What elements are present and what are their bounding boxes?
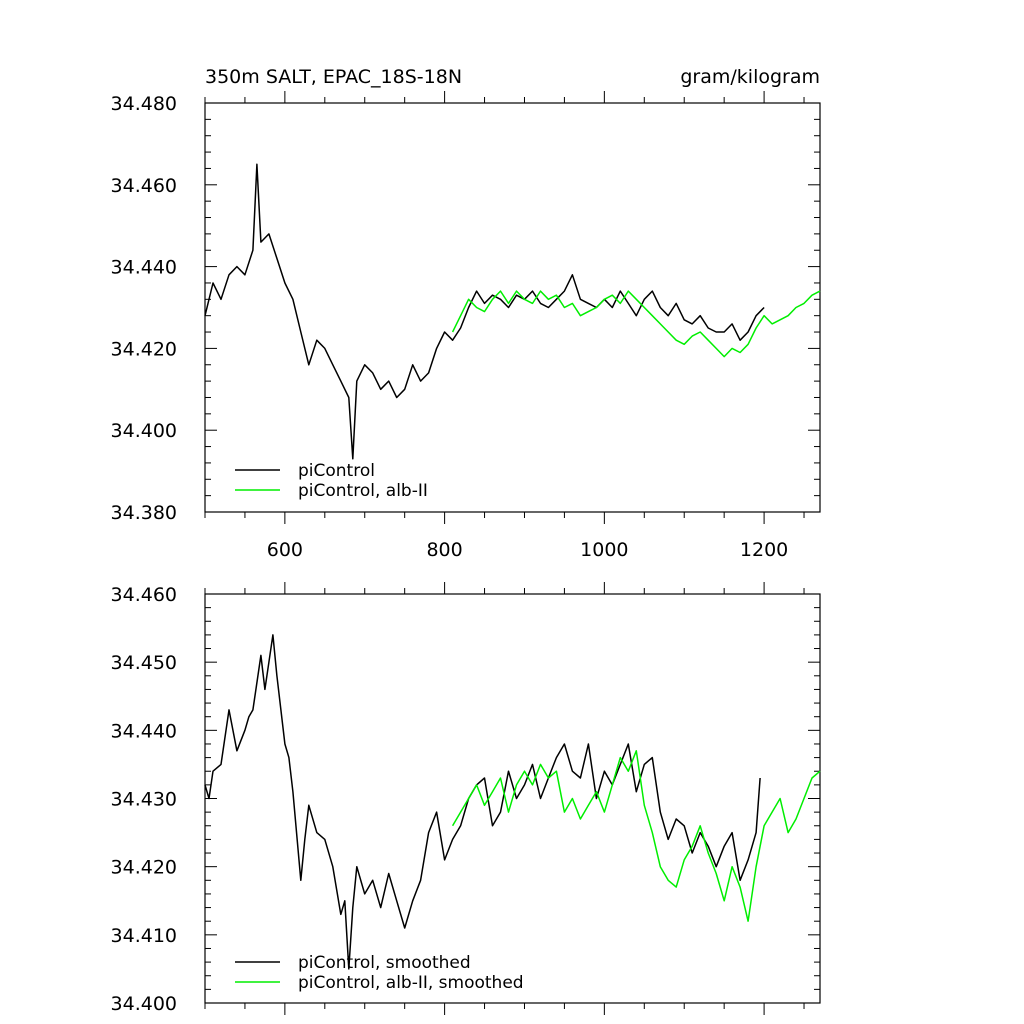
bottom-chart-legend: piControl, smoothed piControl, alb-II, s…: [235, 953, 524, 993]
top-ytick-label: 34.420: [111, 338, 177, 360]
top-ytick-label: 34.440: [111, 257, 177, 279]
top-xtick-label: 800: [426, 539, 462, 561]
top-xtick-label: 1200: [740, 539, 788, 561]
top-xtick-label: 600: [267, 539, 303, 561]
top-ytick-label: 34.400: [111, 420, 177, 442]
top-series-picontrol-alb-ii: [451, 290, 821, 358]
legend-label-picontrol-alb-ii: piControl, alb-II: [298, 481, 428, 501]
top-ytick-label: 34.460: [111, 175, 177, 197]
bottom-ytick-label: 34.440: [111, 720, 177, 742]
top-chart-legend: piControl piControl, alb-II: [235, 461, 428, 501]
bottom-chart-series: [204, 634, 821, 970]
top-series-picontrol: [204, 163, 765, 460]
legend-label-picontrol-smoothed: piControl, smoothed: [298, 953, 471, 973]
bottom-chart: 34.400 34.410 34.420 34.430 34.440 34.450 34.4…: [111, 582, 821, 1015]
bottom-ytick-label: 34.460: [111, 584, 177, 606]
legend-label-picontrol: piControl: [298, 461, 375, 481]
bottom-chart-axes: 34.400 34.410 34.420 34.430 34.440 34.450 34.4…: [111, 582, 821, 1015]
top-ytick-label: 34.480: [111, 93, 177, 115]
top-chart: 350m SALT, EPAC_18S-18N gram/kilogram 34…: [111, 66, 821, 561]
bottom-ytick-label: 34.430: [111, 789, 177, 811]
top-plot-frame: [204, 102, 821, 513]
bottom-ytick-label: 34.420: [111, 857, 177, 879]
bottom-series-picontrol-alb-ii-smoothed: [451, 750, 821, 922]
top-chart-series: [204, 163, 821, 460]
top-chart-units: gram/kilogram: [680, 66, 820, 88]
bottom-series-picontrol-smoothed: [204, 634, 761, 970]
legend-label-picontrol-alb-ii-smoothed: piControl, alb-II, smoothed: [298, 973, 524, 993]
bottom-ytick-label: 34.450: [111, 652, 177, 674]
top-chart-axes: 34.380 34.400 34.420 34.440 34.460 34.480 600 8…: [111, 91, 821, 561]
bottom-ytick-label: 34.410: [111, 925, 177, 947]
bottom-ytick-label: 34.400: [111, 993, 177, 1015]
top-xtick-label: 1000: [580, 539, 628, 561]
top-chart-title: 350m SALT, EPAC_18S-18N: [205, 66, 462, 88]
top-ytick-label: 34.380: [111, 502, 177, 524]
